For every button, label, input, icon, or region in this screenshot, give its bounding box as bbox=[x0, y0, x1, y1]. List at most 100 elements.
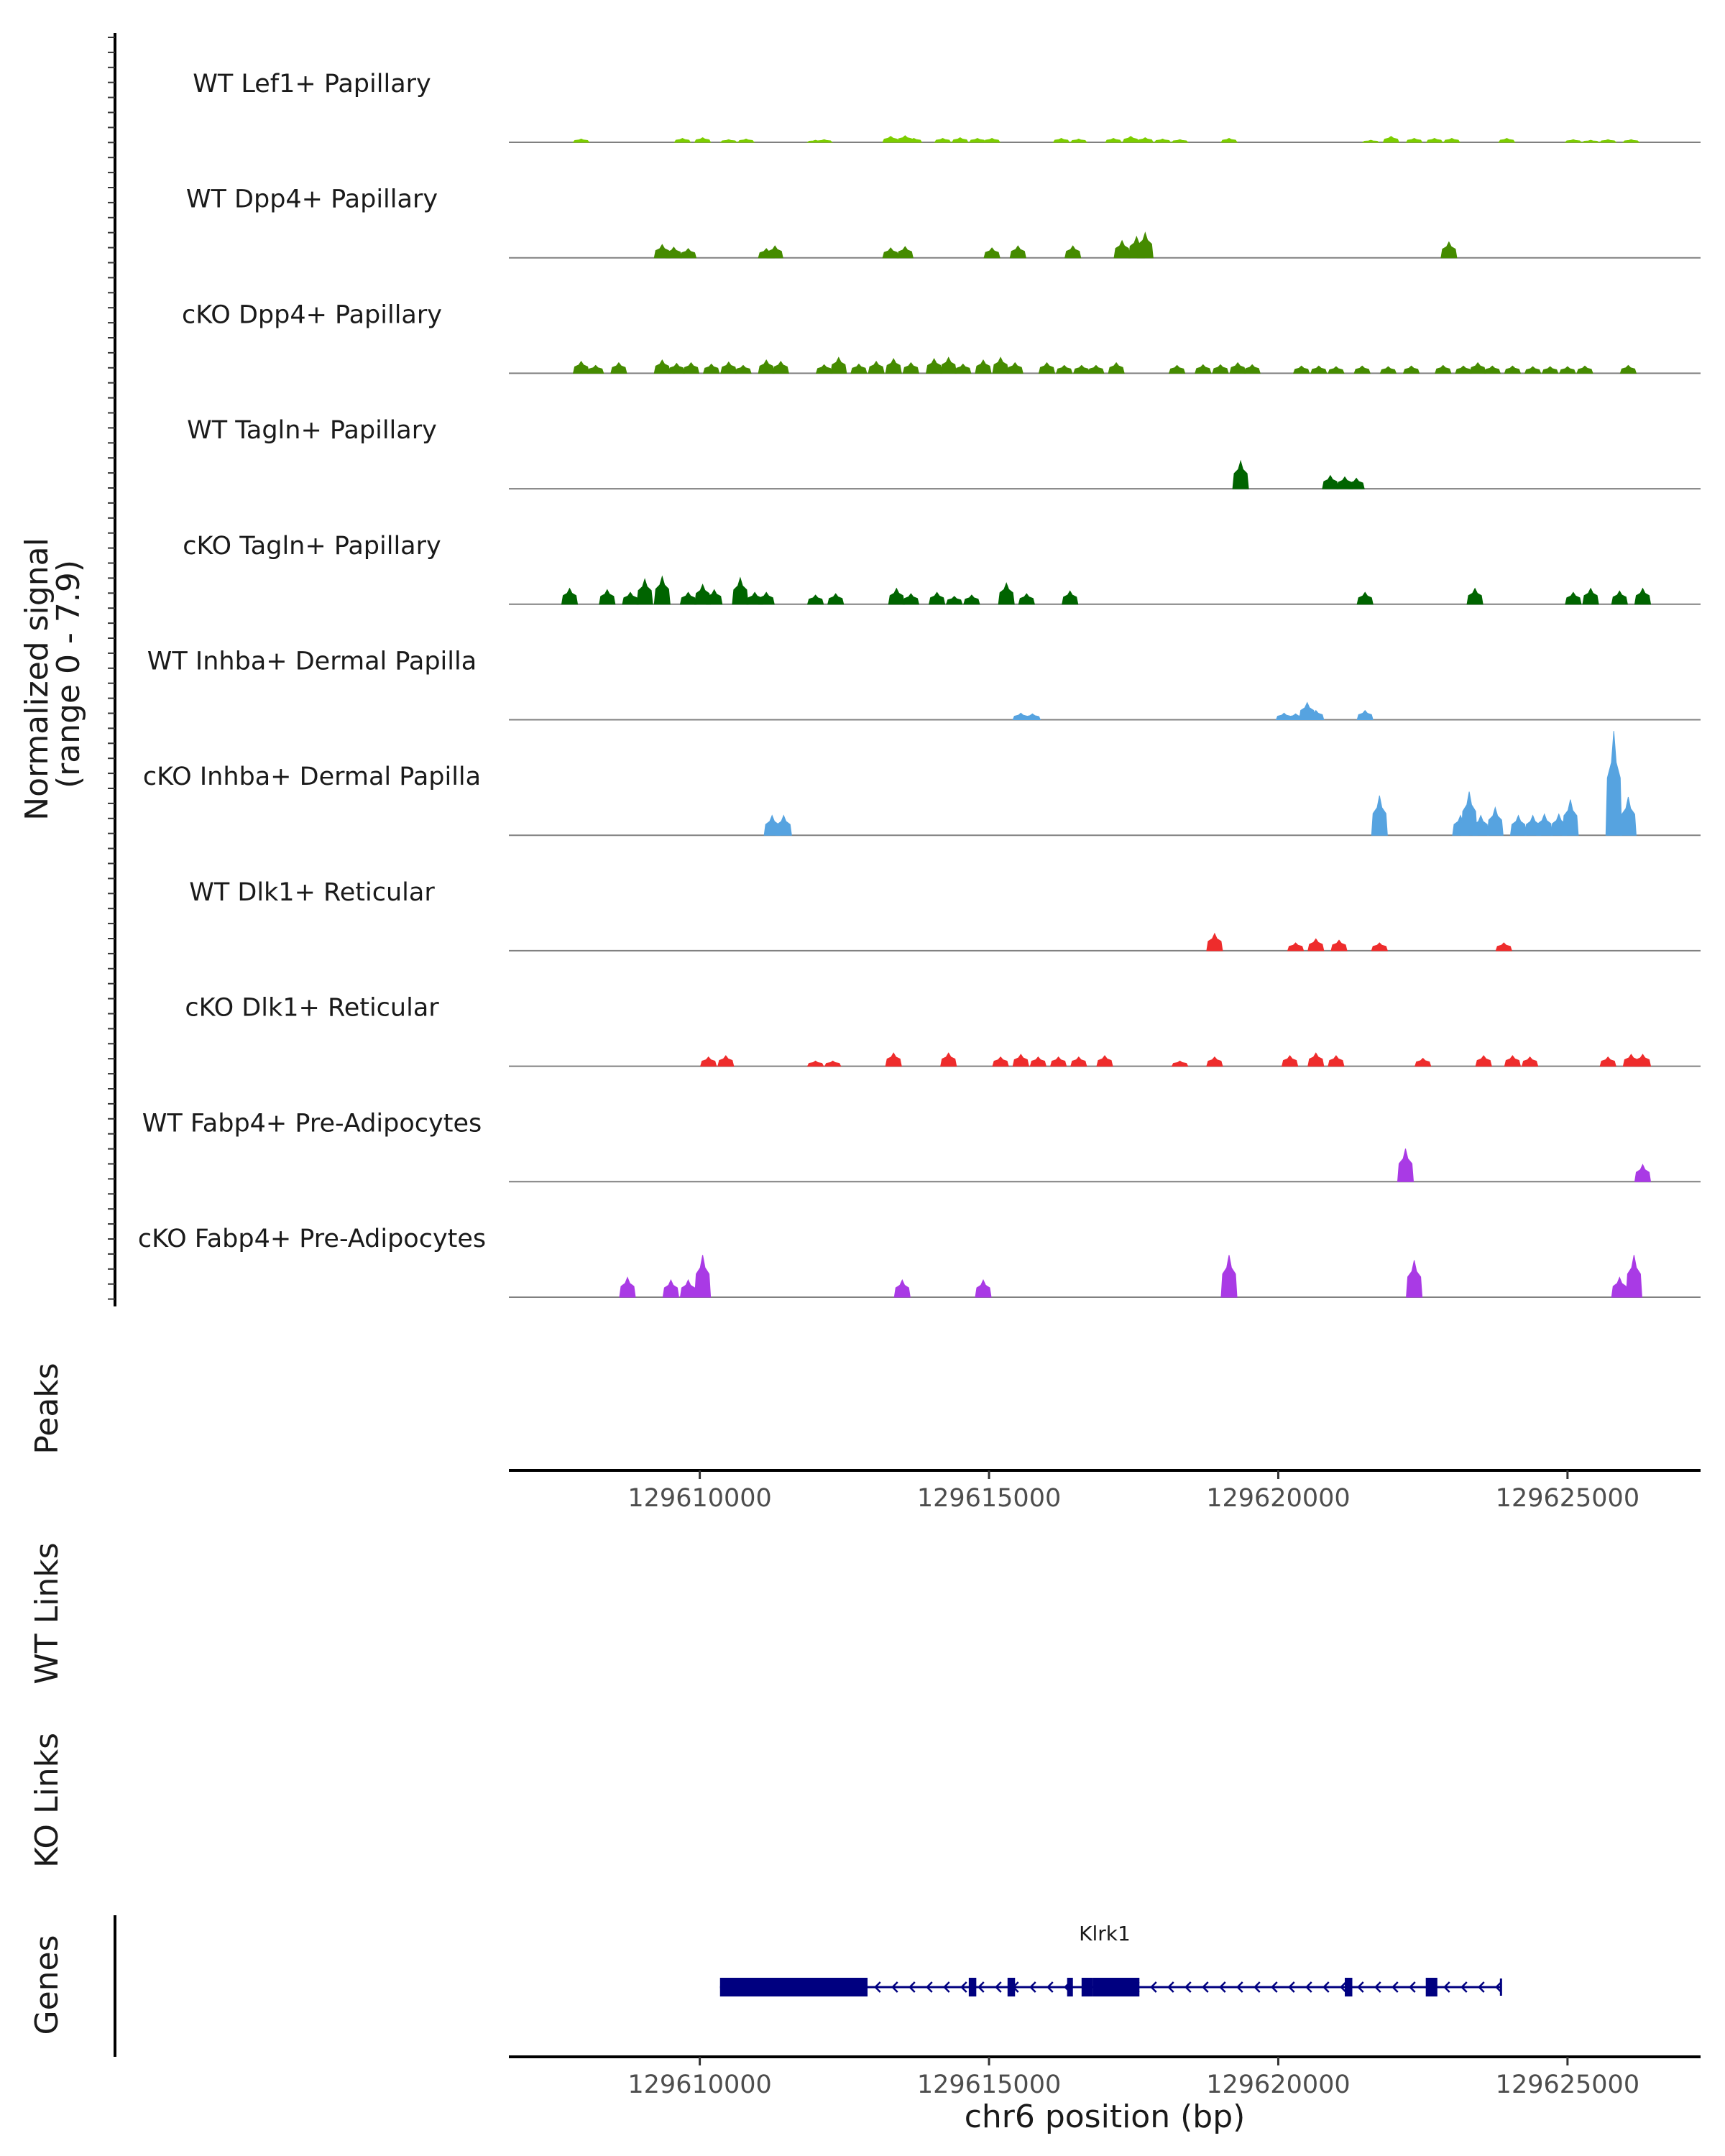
ko-links-panel-label: KO Links bbox=[29, 1733, 65, 1868]
signal-peak bbox=[1105, 137, 1123, 143]
signal-peak bbox=[1576, 365, 1593, 374]
signal-peak bbox=[1619, 364, 1637, 374]
signal-peak bbox=[1220, 1255, 1238, 1298]
signal-peak bbox=[824, 1060, 842, 1067]
signal-peak bbox=[1356, 591, 1374, 605]
signal-peak bbox=[717, 1055, 735, 1067]
signal-peak bbox=[850, 363, 868, 374]
signal-peak bbox=[815, 139, 833, 143]
signal-axis-title: Normalized signal (range 0 - 7.9) bbox=[19, 528, 87, 821]
signal-peak bbox=[1136, 137, 1154, 143]
strand-arrow bbox=[1029, 1981, 1036, 1993]
signal-peak bbox=[815, 364, 833, 374]
signal-peak bbox=[1565, 591, 1582, 605]
track-label: WT Tagln+ Papillary bbox=[187, 416, 437, 445]
x-tick-label: 129625000 bbox=[1496, 2070, 1639, 2099]
signal-peak bbox=[662, 1279, 679, 1298]
gene-exon bbox=[1345, 1978, 1353, 1996]
signal-peak bbox=[806, 594, 824, 605]
x-tick-label: 129610000 bbox=[627, 1484, 771, 1513]
signal-peak bbox=[954, 363, 972, 374]
signal-peak bbox=[587, 364, 604, 374]
signal-peak bbox=[1582, 587, 1599, 605]
track-3: cKO Dpp4+ Papillary bbox=[182, 300, 1701, 374]
signal-peak bbox=[1136, 231, 1154, 259]
signal-peak bbox=[896, 246, 914, 259]
signal-axis-title-line2: (range 0 - 7.9) bbox=[50, 560, 87, 788]
signal-peak bbox=[946, 596, 963, 605]
signal-peak bbox=[1379, 366, 1397, 374]
strand-arrow bbox=[1288, 1981, 1295, 1993]
signal-peak bbox=[1622, 139, 1640, 143]
signal-peak bbox=[1414, 1057, 1432, 1067]
strand-arrow bbox=[1046, 1981, 1054, 1993]
signal-peak bbox=[653, 359, 671, 374]
signal-peak bbox=[1009, 245, 1026, 259]
signal-peak bbox=[1402, 365, 1420, 374]
signal-peak bbox=[1056, 364, 1073, 374]
track-label: cKO Tagln+ Papillary bbox=[183, 532, 441, 561]
signal-peak bbox=[868, 361, 885, 374]
signal-peak bbox=[622, 591, 639, 605]
strand-arrow bbox=[1409, 1981, 1416, 1993]
signal-peak bbox=[1425, 137, 1443, 143]
strand-arrow bbox=[1271, 1981, 1278, 1993]
signal-peak bbox=[940, 1052, 957, 1067]
signal-peak bbox=[1096, 1055, 1113, 1067]
signal-peak bbox=[1206, 1056, 1223, 1067]
signal-peak bbox=[1052, 137, 1070, 143]
signal-peak bbox=[1634, 1054, 1652, 1067]
signal-peak bbox=[1229, 361, 1246, 374]
signal-peak bbox=[1243, 364, 1261, 374]
signal-peak bbox=[806, 1060, 824, 1067]
signal-peak bbox=[1281, 1055, 1299, 1067]
signal-peak bbox=[1195, 364, 1212, 374]
signal-peak bbox=[1064, 245, 1082, 259]
signal-peak bbox=[1405, 137, 1423, 143]
signal-peak bbox=[827, 593, 845, 605]
signal-peak bbox=[561, 587, 579, 605]
strand-arrow bbox=[908, 1981, 916, 1993]
peaks-panel-label: Peaks bbox=[29, 1363, 65, 1454]
signal-peak bbox=[1171, 1060, 1189, 1067]
signal-peak bbox=[1495, 942, 1512, 952]
signal-peak bbox=[1070, 1056, 1087, 1067]
signal-peak bbox=[902, 593, 920, 605]
signal-peak bbox=[758, 591, 775, 605]
gene-name-label: Klrk1 bbox=[1079, 1922, 1131, 1945]
track-2: WT Dpp4+ Papillary bbox=[186, 185, 1701, 259]
signal-peak bbox=[706, 589, 723, 605]
signal-peak bbox=[1581, 139, 1600, 143]
strand-arrow bbox=[1184, 1981, 1192, 1993]
gene-exon bbox=[1081, 1978, 1093, 1996]
signal-peak bbox=[1564, 139, 1583, 143]
signal-peak bbox=[758, 359, 775, 374]
signal-peak bbox=[902, 361, 920, 374]
signal-peak bbox=[926, 358, 943, 374]
signal-peak bbox=[1541, 366, 1559, 374]
gene-exon bbox=[719, 1978, 868, 1996]
signal-peak bbox=[1206, 932, 1223, 952]
signal-axis-title-line1: Normalized signal bbox=[19, 538, 55, 821]
signal-peak bbox=[963, 594, 980, 605]
signal-peak bbox=[1598, 139, 1617, 143]
track-label: WT Dpp4+ Papillary bbox=[186, 185, 438, 214]
signal-peak bbox=[679, 591, 697, 605]
signal-peak bbox=[719, 139, 738, 143]
x-tick-label: 129615000 bbox=[917, 1484, 1061, 1513]
signal-peak bbox=[673, 137, 691, 143]
signal-peak bbox=[732, 576, 749, 605]
genes-panel-label: Genes bbox=[29, 1935, 65, 2035]
track-label: WT Inhba+ Dermal Papilla bbox=[147, 648, 477, 676]
signal-peak bbox=[1611, 590, 1628, 605]
signal-peak bbox=[1397, 1148, 1414, 1182]
track-10: WT Fabp4+ Pre-Adipocytes bbox=[142, 1109, 1701, 1183]
gene-exon bbox=[1425, 1978, 1438, 1996]
signal-peak bbox=[1348, 477, 1365, 489]
strand-arrow bbox=[1357, 1981, 1364, 1993]
signal-peak bbox=[1328, 366, 1345, 374]
signal-peak bbox=[1220, 137, 1238, 143]
signal-peak bbox=[1361, 139, 1380, 143]
strand-arrow bbox=[1340, 1981, 1347, 1993]
